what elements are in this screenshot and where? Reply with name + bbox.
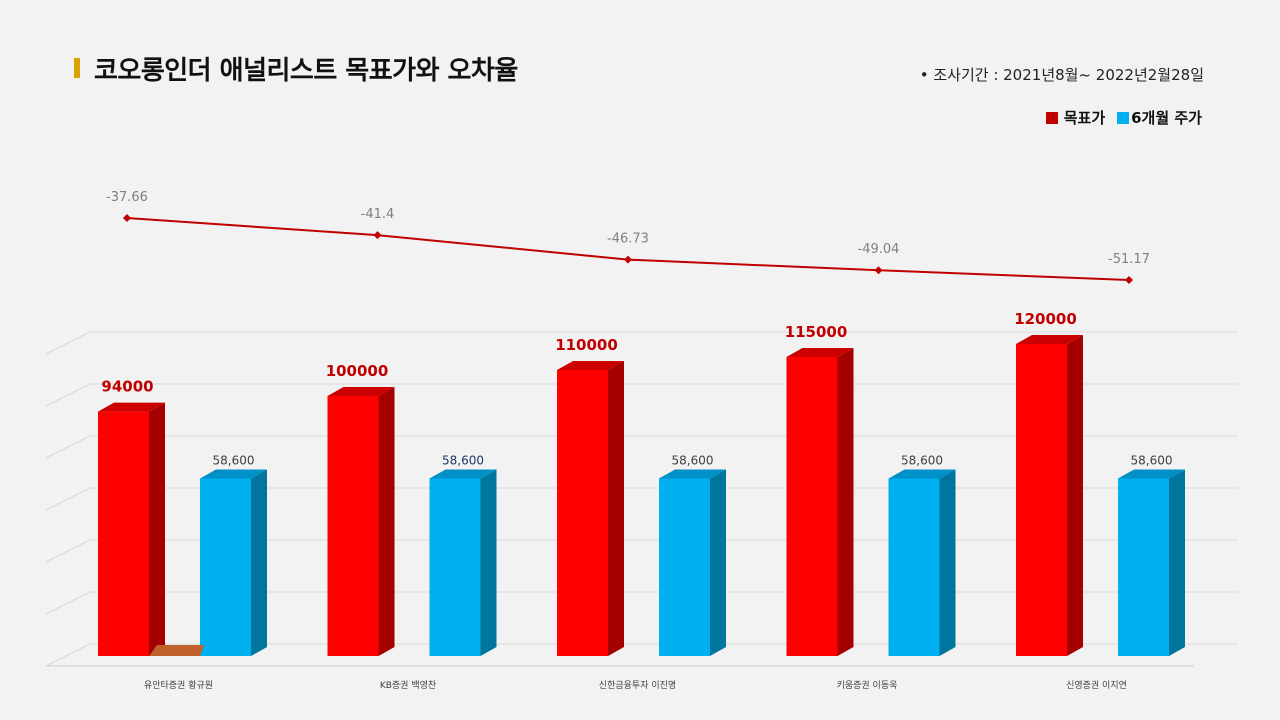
- legend: 목표가 6개월 주가: [1045, 107, 1202, 128]
- price-bar-side: [939, 469, 956, 656]
- gridline-side: [45, 331, 91, 355]
- target-bar-side: [608, 361, 624, 656]
- gridline-side: [45, 435, 91, 459]
- price-value-label: 58,600: [442, 454, 484, 468]
- price-bar: [429, 478, 481, 656]
- target-bar-top: [557, 361, 624, 370]
- survey-period: • 조사기간 : 2021년8월~ 2022년2월28일: [919, 66, 1204, 84]
- target-bar: [1016, 344, 1067, 656]
- price-bar-top: [659, 469, 726, 479]
- price-bar-side: [251, 469, 267, 656]
- gridline-side: [45, 591, 91, 615]
- error-rate-label: -37.66: [106, 190, 148, 205]
- error-rate-marker: [1125, 276, 1133, 284]
- error-rate-marker: [373, 231, 382, 240]
- error-rate-label: -49.04: [858, 242, 900, 257]
- price-value-label: 58,600: [672, 454, 714, 468]
- price-bar-top: [429, 469, 497, 479]
- legend-target-swatch: [1045, 111, 1058, 124]
- price-bar-side: [710, 469, 726, 656]
- error-rate-label: -46.73: [607, 232, 649, 247]
- target-bar-top: [1016, 335, 1083, 344]
- target-value-label: 100000: [326, 362, 389, 380]
- category-label: 신한금융투자 이진명: [599, 680, 676, 691]
- gridline-side: [45, 487, 91, 511]
- price-bar-side: [480, 469, 497, 656]
- target-bar-side: [149, 402, 165, 656]
- target-bar-top: [786, 348, 854, 357]
- category-label: 유안타증권 황규원: [144, 679, 213, 691]
- gridline-side: [45, 539, 91, 563]
- page-title: 코오롱인더 애널리스트 목표가와 오차율: [94, 56, 518, 86]
- target-value-label: 120000: [1014, 310, 1077, 328]
- gridline-side: [45, 643, 91, 667]
- target-value-label: 115000: [785, 323, 848, 341]
- price-bar-top: [888, 469, 956, 479]
- error-rate-marker: [874, 266, 883, 275]
- error-rate-marker: [624, 255, 632, 264]
- legend-price-label: 6개월 주가: [1131, 109, 1202, 127]
- target-bar: [557, 370, 608, 656]
- price-bar: [659, 478, 710, 656]
- error-rate-label: -51.17: [1108, 252, 1150, 267]
- target-bar: [98, 411, 149, 656]
- title-accent-bar: [74, 58, 80, 78]
- price-bar-side: [1169, 469, 1185, 656]
- gridline-side: [45, 383, 91, 407]
- legend-target-label: 목표가: [1063, 109, 1106, 127]
- price-value-label: 58,600: [1131, 454, 1173, 468]
- category-label: 키움증권 이동욱: [837, 679, 898, 691]
- target-bar-top: [98, 402, 165, 412]
- error-rate-line: [126, 217, 1130, 281]
- target-bar-side: [378, 387, 395, 656]
- price-bar-top: [1118, 469, 1185, 479]
- price-bar-top: [200, 469, 267, 479]
- price-value-label: 58,600: [901, 454, 943, 468]
- target-value-label: 94000: [101, 378, 153, 396]
- category-label: 신영증권 이지연: [1066, 679, 1127, 691]
- price-bar: [1118, 478, 1169, 656]
- error-rate-marker: [123, 214, 131, 222]
- category-label: KB증권 백영찬: [380, 679, 436, 691]
- price-value-label: 58,600: [213, 454, 255, 468]
- legend-price-swatch: [1117, 111, 1130, 124]
- price-bar: [200, 478, 251, 656]
- error-rate-label: -41.4: [361, 207, 395, 222]
- price-bar: [888, 478, 940, 656]
- target-value-label: 110000: [555, 336, 618, 354]
- target-bar-side: [837, 348, 854, 656]
- target-bar-side: [1067, 335, 1083, 656]
- target-bar-top: [327, 387, 395, 396]
- target-bar: [327, 396, 379, 656]
- target-bar: [786, 357, 838, 656]
- floor-stub: [149, 645, 204, 656]
